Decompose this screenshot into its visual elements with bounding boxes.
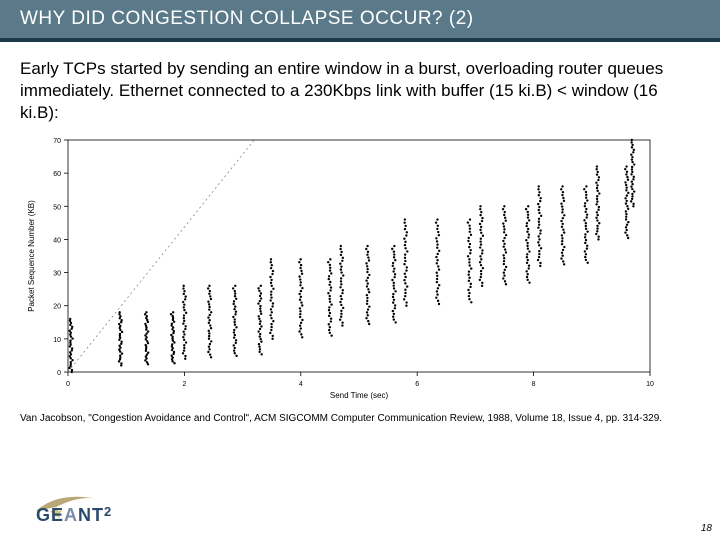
svg-text:6: 6 (415, 381, 419, 388)
svg-text:Packet Sequence Number (KB): Packet Sequence Number (KB) (27, 200, 36, 312)
svg-text:Send Time (sec): Send Time (sec) (330, 391, 389, 400)
svg-text:10: 10 (646, 381, 654, 388)
page-number: 18 (701, 523, 712, 534)
svg-text:40: 40 (53, 238, 61, 245)
citation-text: Van Jacobson, "Congestion Avoidance and … (0, 407, 720, 430)
svg-text:4: 4 (299, 381, 303, 388)
svg-text:GEANT2: GEANT2 (36, 504, 112, 525)
svg-text:2: 2 (182, 381, 186, 388)
chart-container: 0 2 4 6 8 10 0 10 20 30 40 50 60 70 Send Time (sec) Pac… (0, 132, 720, 407)
svg-text:30: 30 (53, 271, 61, 278)
svg-text:60: 60 (53, 171, 61, 178)
footer-logo: GEANT2 (28, 489, 148, 530)
sequence-chart: 0 2 4 6 8 10 0 10 20 30 40 50 60 70 Send Time (sec) Pac… (20, 132, 660, 402)
slide-title: WHY DID CONGESTION COLLAPSE OCCUR? (2) (20, 8, 700, 30)
svg-text:0: 0 (66, 381, 70, 388)
svg-text:8: 8 (532, 381, 536, 388)
svg-text:50: 50 (53, 205, 61, 212)
geant2-logo-svg: GEANT2 (28, 489, 148, 525)
slide-body-text: Early TCPs started by sending an entire … (0, 42, 720, 132)
svg-text:0: 0 (57, 370, 61, 377)
slide-header: WHY DID CONGESTION COLLAPSE OCCUR? (2) (0, 0, 720, 42)
svg-text:20: 20 (53, 304, 61, 311)
svg-text:10: 10 (53, 337, 61, 344)
svg-text:70: 70 (53, 138, 61, 145)
